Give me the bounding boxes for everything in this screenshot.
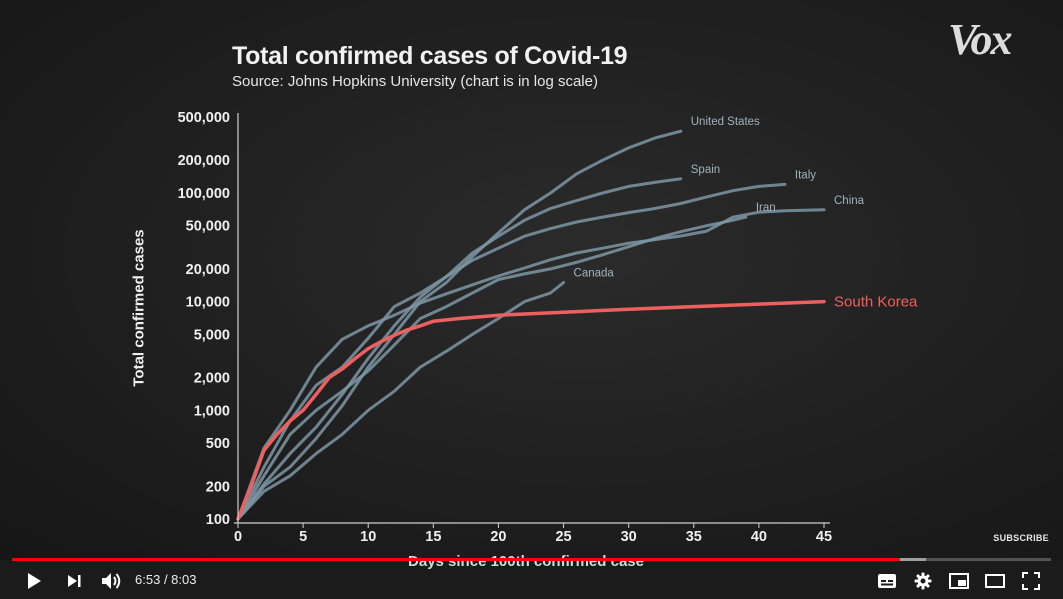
y-tick-label: 100,000 bbox=[178, 186, 230, 202]
series-line-italy bbox=[236, 182, 787, 521]
series-label: China bbox=[834, 195, 865, 207]
gear-icon bbox=[914, 572, 932, 590]
series-line-iran bbox=[236, 215, 748, 521]
volume-button[interactable] bbox=[96, 563, 128, 599]
settings-button[interactable] bbox=[908, 563, 938, 599]
next-button[interactable] bbox=[58, 563, 90, 599]
progress-played bbox=[12, 558, 901, 561]
x-tick-label: 40 bbox=[751, 529, 767, 545]
series-line-canada bbox=[236, 281, 566, 521]
series-label: United States bbox=[691, 116, 760, 128]
x-tick-label: 45 bbox=[816, 529, 832, 545]
chart: United States Spain Italy China Iran Canada So… bbox=[178, 110, 918, 545]
time-total: 8:03 bbox=[171, 572, 197, 587]
y-tick-label: 500 bbox=[206, 436, 230, 452]
subtitles-icon bbox=[878, 574, 896, 588]
x-tick-label: 10 bbox=[360, 529, 376, 545]
y-tick-label: 10,000 bbox=[186, 295, 230, 311]
next-icon bbox=[68, 575, 81, 587]
subscribe-watermark[interactable]: SUBSCRIBE bbox=[993, 533, 1049, 543]
subtitles-button[interactable] bbox=[872, 563, 902, 599]
x-tick-label: 5 bbox=[299, 529, 307, 545]
miniplayer-icon bbox=[949, 573, 969, 589]
series-label: Iran bbox=[756, 202, 776, 214]
volume-icon bbox=[102, 573, 121, 589]
series-label: Canada bbox=[574, 268, 615, 280]
time-current: 6:53 bbox=[135, 572, 161, 587]
miniplayer-button[interactable] bbox=[944, 563, 974, 599]
fullscreen-icon bbox=[1022, 572, 1040, 590]
series-line-spain bbox=[236, 177, 683, 521]
x-tick-label: 25 bbox=[555, 529, 571, 545]
time-display: 6:53 / 8:03 bbox=[135, 563, 196, 599]
x-tick-label: 35 bbox=[686, 529, 702, 545]
time-separator: / bbox=[163, 572, 172, 587]
y-tick-label: 500,000 bbox=[178, 110, 230, 126]
theater-icon bbox=[985, 574, 1005, 588]
series-label: Spain bbox=[691, 164, 720, 176]
y-tick-label: 5,000 bbox=[194, 327, 230, 343]
y-tick-label: 50,000 bbox=[186, 219, 230, 235]
series-line-south-korea bbox=[236, 299, 826, 521]
y-tick-label: 1,000 bbox=[194, 403, 230, 419]
fullscreen-button[interactable] bbox=[1016, 563, 1046, 599]
x-tick-label: 30 bbox=[621, 529, 637, 545]
player-controls: 6:53 / 8:03 bbox=[0, 563, 1063, 599]
series-label: Italy bbox=[795, 169, 816, 181]
x-tick-label: 0 bbox=[234, 529, 242, 545]
y-tick-label: 20,000 bbox=[186, 262, 230, 278]
y-tick-label: 200,000 bbox=[178, 153, 230, 169]
y-tick-label: 100 bbox=[206, 512, 230, 528]
channel-logo: Vox bbox=[948, 15, 1013, 64]
chart-title: Total confirmed cases of Covid-19 bbox=[232, 42, 628, 70]
x-tick-label: 15 bbox=[425, 529, 441, 545]
x-axis-label: Days since 100th confirmed case bbox=[408, 553, 644, 570]
x-tick-label: 20 bbox=[490, 529, 506, 545]
y-axis-label: Total confirmed cases bbox=[130, 229, 148, 387]
series-line-china bbox=[236, 208, 826, 521]
y-tick-label: 2,000 bbox=[194, 371, 230, 387]
video-frame[interactable]: United States Spain Italy China Iran Canada So… bbox=[0, 0, 1063, 570]
y-tick-label: 200 bbox=[206, 479, 230, 495]
series-label: South Korea bbox=[834, 294, 918, 311]
chart-subtitle: Source: Johns Hopkins University (chart … bbox=[232, 73, 598, 90]
play-button[interactable] bbox=[18, 563, 50, 599]
progress-bar[interactable] bbox=[12, 558, 1051, 561]
play-icon bbox=[28, 573, 41, 589]
theater-mode-button[interactable] bbox=[980, 563, 1010, 599]
